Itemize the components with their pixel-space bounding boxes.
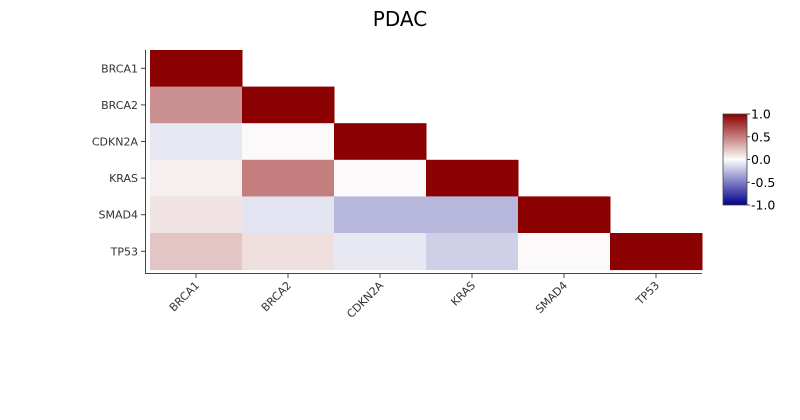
heatmap-cell-cdkn2a-brca1 bbox=[150, 123, 243, 161]
colorbar-tick-label: -0.5 bbox=[751, 175, 775, 190]
heatmap-cell-tp53-tp53 bbox=[610, 233, 703, 271]
x-tick-label: CDKN2A bbox=[344, 279, 386, 321]
heatmap-cell-brca2-brca1 bbox=[150, 86, 243, 124]
heatmap-cell-tp53-brca2 bbox=[242, 233, 335, 271]
heatmap-cell-cdkn2a-brca2 bbox=[242, 123, 335, 161]
heatmap-cell-kras-brca1 bbox=[150, 159, 243, 197]
heatmap-cell-smad4-cdkn2a bbox=[334, 196, 427, 234]
heatmap-cell-tp53-kras bbox=[426, 233, 519, 271]
y-tick-label: CDKN2A bbox=[92, 136, 139, 149]
x-tick-label: KRAS bbox=[448, 279, 478, 309]
colorbar-tick-label: 0.5 bbox=[751, 129, 771, 144]
heatmap-cell-brca1-brca1 bbox=[150, 50, 243, 88]
colorbar-tick-label: 0.0 bbox=[751, 152, 771, 167]
x-axis-ticks: BRCA1 BRCA2 CDKN2A KRAS SMAD4 TP53 bbox=[167, 274, 662, 321]
y-tick-label: BRCA1 bbox=[101, 62, 138, 75]
heatmap-cell-kras-kras bbox=[426, 159, 519, 197]
y-tick-label: BRCA2 bbox=[101, 99, 138, 112]
x-tick-label: BRCA2 bbox=[259, 279, 294, 314]
x-tick-label: BRCA1 bbox=[167, 279, 202, 314]
heatmap-cells bbox=[150, 50, 703, 271]
heatmap-cell-tp53-smad4 bbox=[518, 233, 611, 271]
heatmap-cell-cdkn2a-cdkn2a bbox=[334, 123, 427, 161]
x-tick-label: SMAD4 bbox=[533, 279, 570, 316]
y-tick-label: KRAS bbox=[109, 172, 138, 185]
colorbar: 1.0 0.5 0.0 -0.5 -1.0 bbox=[722, 107, 775, 213]
heatmap-cell-kras-cdkn2a bbox=[334, 159, 427, 197]
colorbar-gradient bbox=[722, 113, 748, 206]
heatmap-cell-smad4-brca1 bbox=[150, 196, 243, 234]
heatmap-cell-kras-brca2 bbox=[242, 159, 335, 197]
heatmap-cell-brca2-brca2 bbox=[242, 86, 335, 124]
colorbar-tick-label: -1.0 bbox=[751, 198, 775, 213]
y-tick-label: TP53 bbox=[110, 245, 138, 258]
colorbar-tick-label: 1.0 bbox=[751, 107, 771, 122]
heatmap-cell-smad4-kras bbox=[426, 196, 519, 234]
chart-title: PDAC bbox=[373, 7, 427, 31]
heatmap-cell-smad4-brca2 bbox=[242, 196, 335, 234]
y-axis-ticks: BRCA1 BRCA2 CDKN2A KRAS SMAD4 TP53 bbox=[92, 62, 145, 258]
x-tick-label: TP53 bbox=[633, 279, 662, 308]
y-tick-label: SMAD4 bbox=[99, 209, 138, 222]
heatmap-cell-tp53-cdkn2a bbox=[334, 233, 427, 271]
heatmap-cell-tp53-brca1 bbox=[150, 233, 243, 271]
heatmap-cell-smad4-smad4 bbox=[518, 196, 611, 234]
